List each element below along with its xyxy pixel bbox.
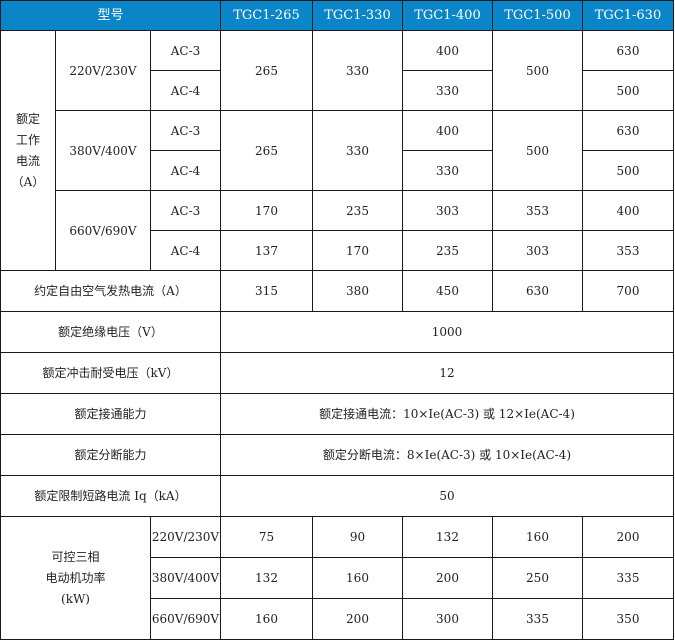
voltage: 380V/400V bbox=[150, 557, 221, 599]
cell: 380 bbox=[312, 270, 403, 312]
cell: 额定接通电流：10×Ie(AC-3) 或 12×Ie(AC-4) bbox=[220, 393, 674, 435]
cell: 353 bbox=[492, 190, 583, 231]
model-header: 型号 bbox=[0, 0, 221, 31]
model-330: TGC1-330 bbox=[312, 0, 403, 31]
cell: 700 bbox=[582, 270, 674, 312]
cell: 330 bbox=[402, 150, 493, 191]
cell: 137 bbox=[220, 230, 313, 271]
cell: 75 bbox=[220, 516, 313, 558]
cell: 630 bbox=[582, 30, 674, 71]
row-label: 约定自由空气发热电流（A） bbox=[0, 270, 221, 312]
cell: 170 bbox=[220, 190, 313, 231]
motor-power-label: 可控三相 电动机功率 (kW) bbox=[0, 516, 151, 640]
cell: 400 bbox=[402, 110, 493, 151]
row-label: 额定绝缘电压（V） bbox=[0, 311, 221, 353]
row-label: 额定分断能力 bbox=[0, 434, 221, 476]
cell: 12 bbox=[220, 352, 674, 394]
category: AC-4 bbox=[150, 150, 221, 191]
model-265: TGC1-265 bbox=[220, 0, 313, 31]
cell: 132 bbox=[220, 557, 313, 599]
voltage: 660V/690V bbox=[150, 598, 221, 640]
category: AC-4 bbox=[150, 230, 221, 271]
cell: 315 bbox=[220, 270, 313, 312]
cell: 160 bbox=[220, 598, 313, 640]
cell: 160 bbox=[312, 557, 403, 599]
cell: 400 bbox=[582, 190, 674, 231]
cell: 350 bbox=[582, 598, 674, 640]
voltage: 380V/400V bbox=[55, 110, 151, 191]
cell: 500 bbox=[582, 70, 674, 111]
model-630: TGC1-630 bbox=[582, 0, 674, 31]
row-label: 额定接通能力 bbox=[0, 393, 221, 435]
cell: 额定分断电流：8×Ie(AC-3) 或 10×Ie(AC-4) bbox=[220, 434, 674, 476]
cell: 335 bbox=[582, 557, 674, 599]
model-500: TGC1-500 bbox=[492, 0, 583, 31]
cell: 330 bbox=[402, 70, 493, 111]
cell: 265 bbox=[220, 110, 313, 191]
cell: 200 bbox=[582, 516, 674, 558]
cell: 50 bbox=[220, 475, 674, 517]
cell: 200 bbox=[312, 598, 403, 640]
header-row: 型号 TGC1-265 TGC1-330 TGC1-400 TGC1-500 T… bbox=[0, 0, 674, 31]
cell: 1000 bbox=[220, 311, 674, 353]
cell: 500 bbox=[582, 150, 674, 191]
row-label: 额定限制短路电流 Iq（kA） bbox=[0, 475, 221, 517]
thermal-row: 约定自由空气发热电流（A） 315 380 450 630 700 bbox=[0, 270, 674, 312]
cell: 300 bbox=[402, 598, 493, 640]
cell: 303 bbox=[402, 190, 493, 231]
cell: 500 bbox=[492, 30, 583, 111]
cell: 400 bbox=[402, 30, 493, 71]
voltage: 220V/230V bbox=[150, 516, 221, 558]
cell: 250 bbox=[492, 557, 583, 599]
cell: 330 bbox=[312, 30, 403, 111]
cell: 200 bbox=[402, 557, 493, 599]
category: AC-4 bbox=[150, 70, 221, 111]
cell: 630 bbox=[582, 110, 674, 151]
voltage: 660V/690V bbox=[55, 190, 151, 271]
cell: 303 bbox=[492, 230, 583, 271]
cell: 160 bbox=[492, 516, 583, 558]
cell: 90 bbox=[312, 516, 403, 558]
cell: 450 bbox=[402, 270, 493, 312]
cell: 170 bbox=[312, 230, 403, 271]
rated-current-label: 额定 工作 电流 （A） bbox=[0, 30, 56, 271]
cell: 132 bbox=[402, 516, 493, 558]
cell: 330 bbox=[312, 110, 403, 191]
cell: 630 bbox=[492, 270, 583, 312]
cell: 265 bbox=[220, 30, 313, 111]
category: AC-3 bbox=[150, 190, 221, 231]
cell: 235 bbox=[402, 230, 493, 271]
cell: 500 bbox=[492, 110, 583, 191]
category: AC-3 bbox=[150, 110, 221, 151]
cell: 353 bbox=[582, 230, 674, 271]
cell: 335 bbox=[492, 598, 583, 640]
row-label: 额定冲击耐受电压（kV） bbox=[0, 352, 221, 394]
model-400: TGC1-400 bbox=[402, 0, 493, 31]
cell: 235 bbox=[312, 190, 403, 231]
category: AC-3 bbox=[150, 30, 221, 71]
voltage: 220V/230V bbox=[55, 30, 151, 111]
